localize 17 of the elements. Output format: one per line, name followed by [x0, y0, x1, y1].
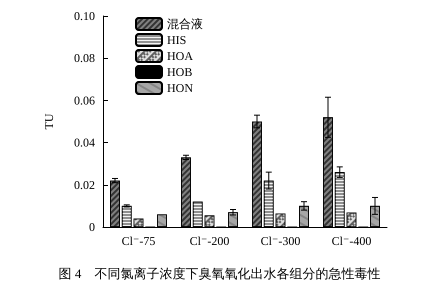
y-tick-label: 0.06 — [74, 93, 95, 108]
y-tick-label: 0 — [89, 220, 95, 234]
text: 图 4 不同氯离子浓度下臭氧氧化出水各组分的急性毒性 — [58, 266, 380, 281]
legend-label: 混合液 — [167, 17, 203, 31]
y-tick-label: 0.04 — [74, 136, 95, 150]
y-tick-label: 0.10 — [74, 9, 95, 23]
y-tick-label: 0.02 — [74, 178, 95, 192]
x-tick-label: Cl⁻-200 — [190, 234, 230, 248]
y-axis-title: TU — [42, 113, 56, 130]
x-tick-label: Cl⁻-400 — [332, 234, 372, 248]
legend-label: HIS — [167, 33, 186, 47]
legend-label: HOA — [167, 49, 194, 63]
legend-label: HOB — [167, 65, 192, 79]
legend-label: HON — [167, 81, 194, 95]
x-tick-label: Cl⁻-75 — [122, 234, 156, 248]
x-tick-label: Cl⁻-300 — [260, 234, 300, 248]
y-tick-label: 0.08 — [74, 51, 95, 66]
